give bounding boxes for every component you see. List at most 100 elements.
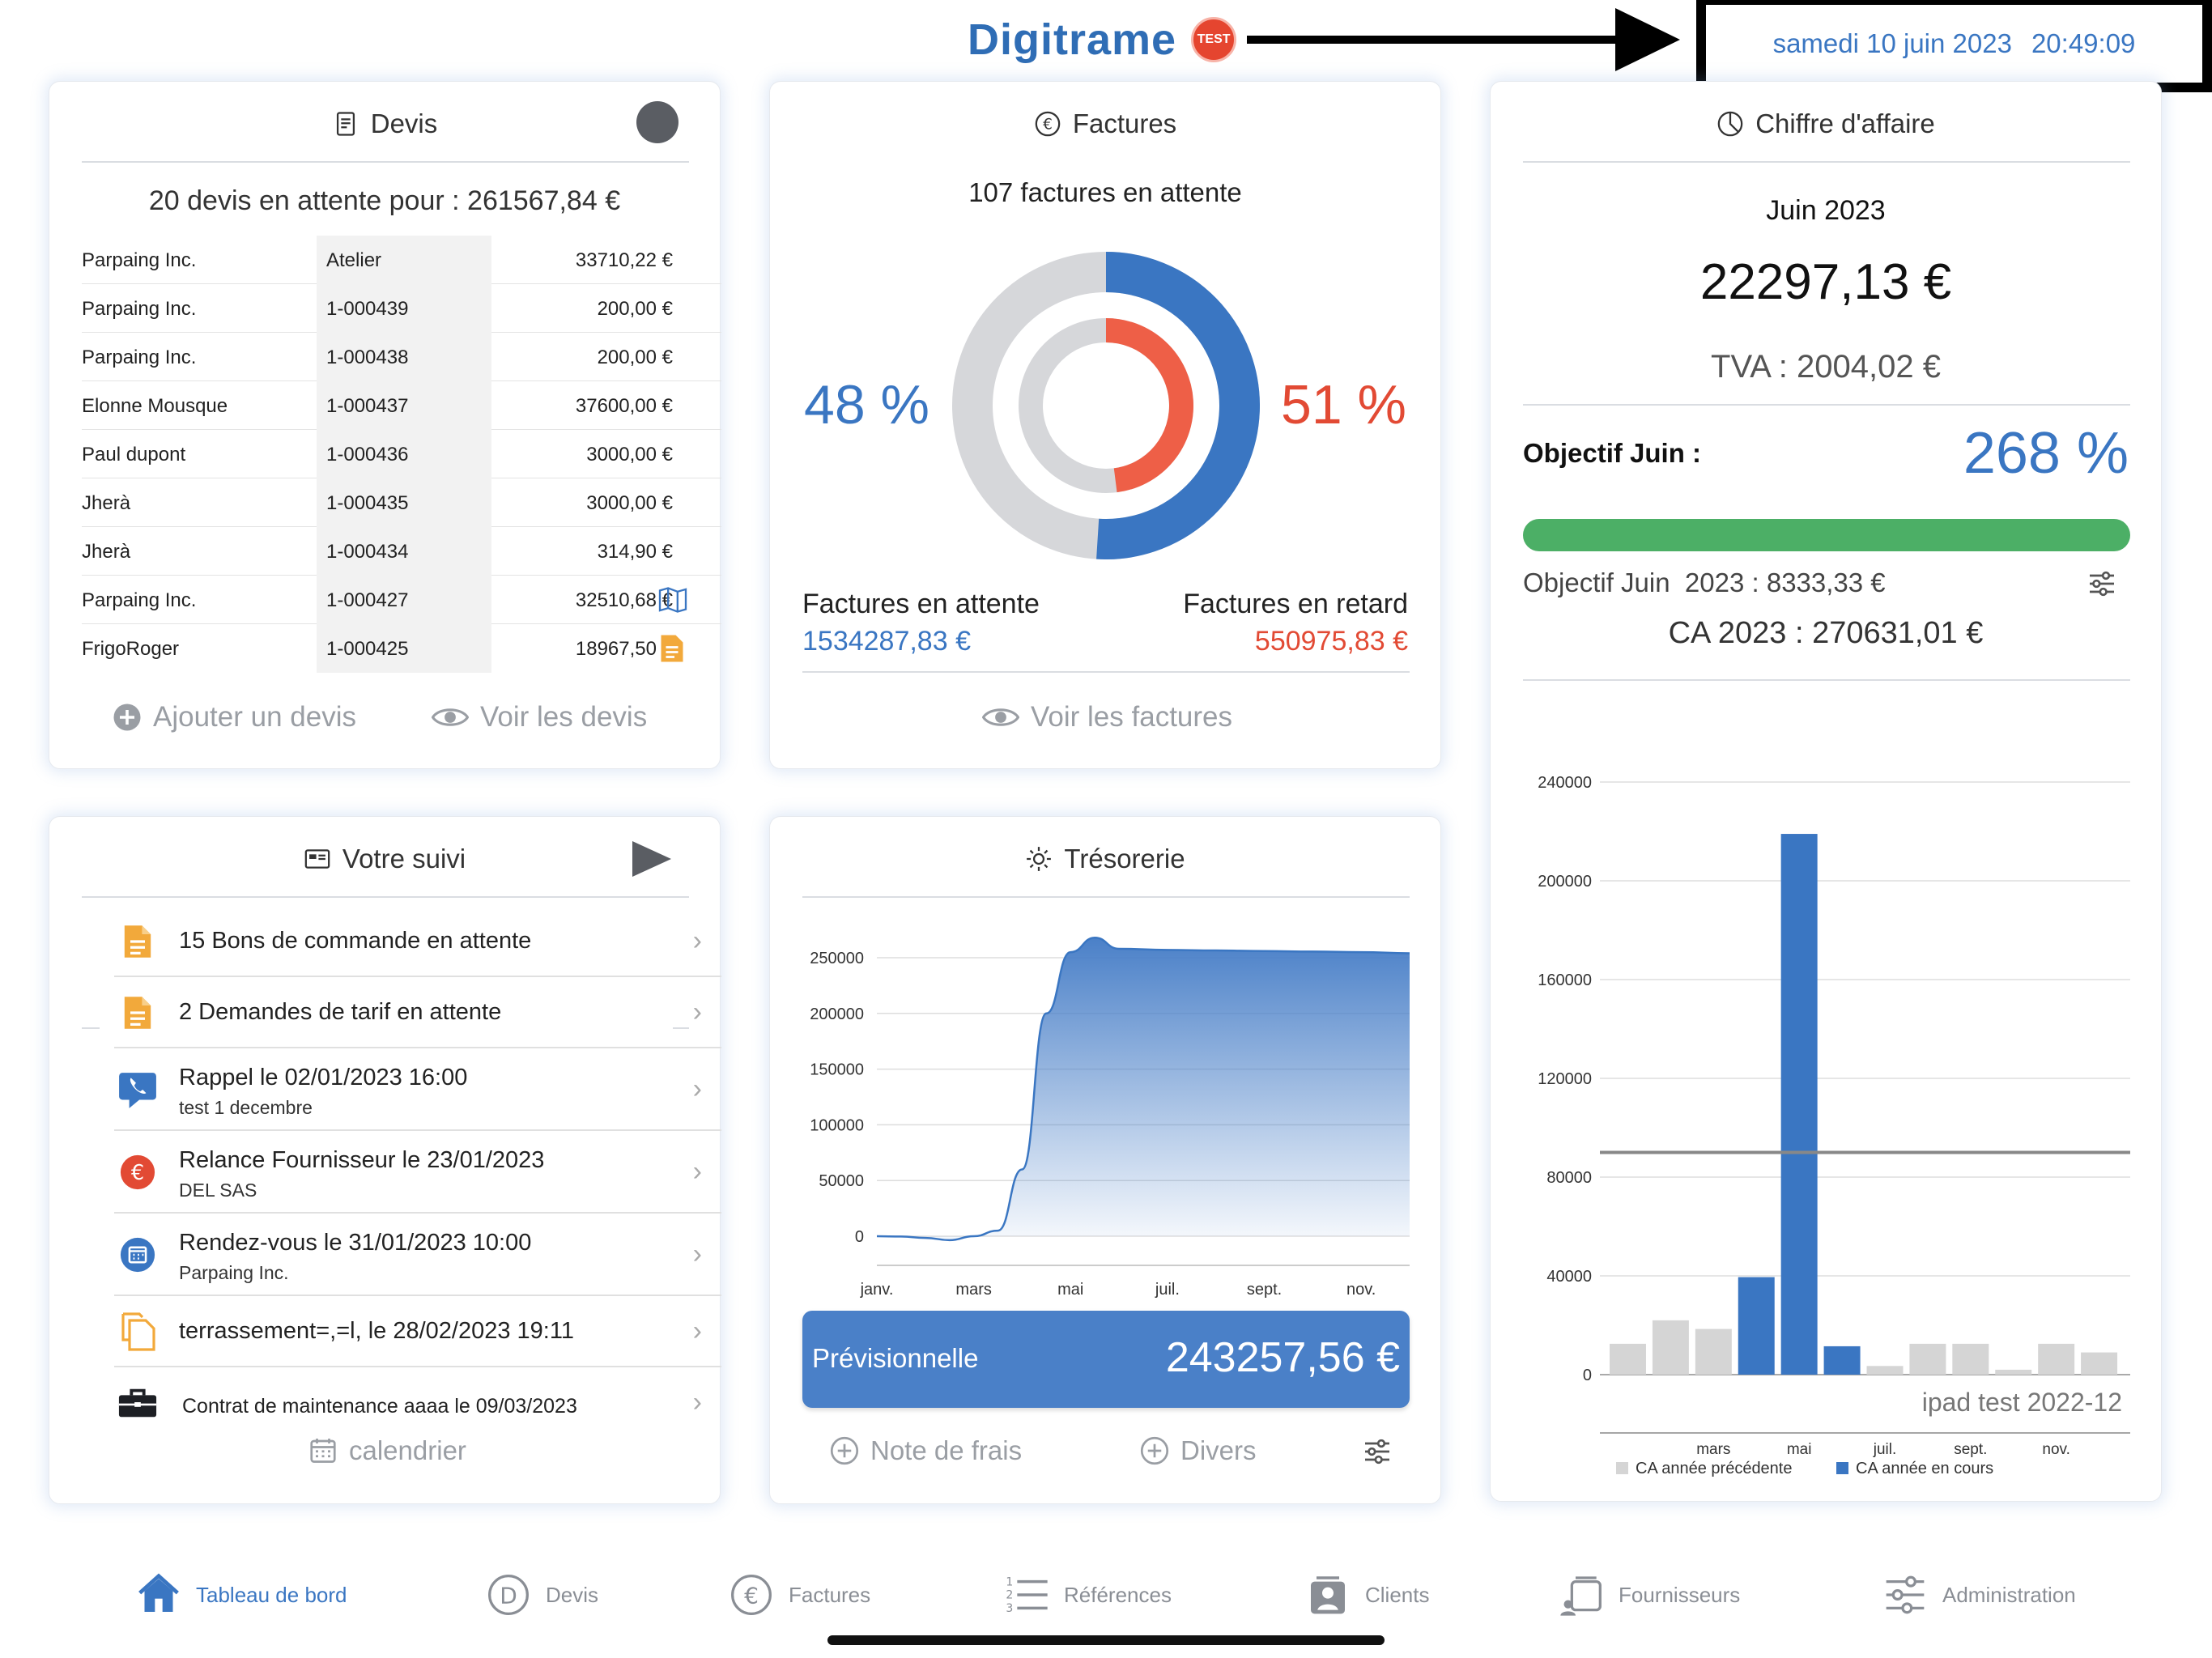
devis-amount: 200,00 €: [597, 346, 673, 368]
plus-circle-icon: [830, 1436, 859, 1465]
inner-ring-value: [1105, 318, 1193, 493]
suivi-item-title: Relance Fournisseur le 23/01/2023: [179, 1147, 545, 1173]
area-line: [876, 936, 1410, 1242]
view-devis-button[interactable]: Voir les devis: [432, 701, 647, 733]
eye-icon: [432, 708, 469, 726]
ref-cell-bg: [317, 333, 491, 381]
suivi-item[interactable]: Rendez-vous le 31/01/2023 10:00 Parpaing…: [114, 1214, 721, 1296]
tresorerie-card: Trésorerie 0 50000 100000 150000 200000 25000…: [769, 816, 1441, 1504]
bar: [1952, 1343, 1989, 1375]
ref-cell-bg: [317, 284, 491, 333]
devis-row[interactable]: Parpaing Inc. 1-000438 200,00 €: [82, 333, 721, 381]
svg-text:€: €: [131, 1161, 144, 1185]
tab-label: Factures: [789, 1582, 871, 1607]
suivi-item[interactable]: 2 Demandes de tarif en attente ›: [114, 977, 721, 1048]
devis-row[interactable]: Parpaing Inc. 1-000439 200,00 €: [82, 284, 721, 333]
id-card-icon: [304, 849, 330, 869]
chevron-right-icon: ›: [692, 1316, 702, 1346]
tresorerie-title: Trésorerie: [770, 836, 1440, 882]
devis-row[interactable]: Jherà 1-000435 3000,00 €: [82, 478, 721, 527]
tab-label: Clients: [1365, 1582, 1430, 1607]
x-tick-label: nov.: [2042, 1441, 2070, 1458]
devis-row[interactable]: Parpaing Inc. Atelier 33710,22 €: [82, 236, 721, 284]
euro-circle-icon: €: [729, 1572, 774, 1618]
suivi-item-title: terrassement=,=l, le 28/02/2023 19:11: [179, 1318, 574, 1344]
ref-cell-bg: [317, 527, 491, 576]
document-icon[interactable]: [660, 634, 684, 663]
home-indicator[interactable]: [827, 1635, 1385, 1645]
devis-row[interactable]: Jherà 1-000434 314,90 €: [82, 527, 721, 576]
objectif-percent: 268 %: [1963, 421, 2129, 486]
devis-client: Elonne Mousque: [82, 395, 228, 417]
tab-label: Références: [1064, 1582, 1172, 1607]
calendar-button[interactable]: calendrier: [308, 1435, 466, 1466]
devis-ref: 1-000439: [326, 298, 409, 320]
devis-title: Devis: [49, 101, 720, 147]
devis-amount: 32510,68 €: [575, 589, 673, 611]
phone-icon: [114, 1066, 161, 1113]
sliders-icon[interactable]: [2086, 568, 2118, 600]
y-tick-label: 150000: [810, 1061, 864, 1079]
area-fill: [877, 937, 1410, 1240]
tab-factures[interactable]: € Factures: [729, 1567, 870, 1623]
play-icon[interactable]: [631, 840, 673, 878]
suivi-item[interactable]: 15 Bons de commande en attente ›: [114, 906, 721, 977]
map-icon[interactable]: [658, 587, 687, 613]
devis-amount: 314,90 €: [597, 541, 673, 563]
suivi-item[interactable]: Contrat de maintenance aaaa le 09/03/202…: [114, 1367, 721, 1439]
suivi-item-title: Rendez-vous le 31/01/2023 10:00: [179, 1230, 532, 1256]
devis-row[interactable]: Elonne Mousque 1-000437 37600,00 €: [82, 381, 721, 430]
divers-button[interactable]: Divers: [1140, 1435, 1257, 1466]
tab-administration[interactable]: Administration: [1882, 1567, 2076, 1623]
devis-ref: Atelier: [326, 249, 382, 271]
bar: [1909, 1343, 1946, 1375]
svg-text:1: 1: [1006, 1575, 1013, 1588]
tab-fournisseurs[interactable]: Fournisseurs: [1559, 1567, 1740, 1623]
y-tick-label: 240000: [1538, 774, 1592, 792]
suivi-item-subtitle: Parpaing Inc.: [179, 1262, 289, 1283]
legend-swatch: [1836, 1462, 1848, 1474]
divider: [82, 896, 689, 898]
suivi-item[interactable]: Rappel le 02/01/2023 16:00 test 1 decemb…: [114, 1048, 721, 1131]
ca-card: Chiffre d'affaire Juin 2023 22297,13 € T…: [1490, 81, 2162, 1502]
svg-text:€: €: [1043, 116, 1053, 133]
bar: [1823, 1346, 1861, 1375]
devis-amount: 3000,00 €: [586, 492, 673, 514]
bar: [1652, 1320, 1689, 1375]
view-factures-button[interactable]: Voir les factures: [982, 701, 1232, 733]
sliders-icon[interactable]: [1361, 1435, 1393, 1468]
sliders-icon: [1882, 1572, 1928, 1618]
suivi-item[interactable]: € Relance Fournisseur le 23/01/2023 DEL …: [114, 1131, 721, 1214]
tab-clients[interactable]: Clients: [1305, 1567, 1429, 1623]
suivi-title: Votre suivi: [49, 836, 720, 882]
outer-ring-value: [1096, 252, 1260, 559]
add-devis-button[interactable]: Ajouter un devis: [113, 701, 356, 733]
tab-devis[interactable]: D Devis: [486, 1567, 598, 1623]
devis-row[interactable]: FrigoRoger 1-000425 18967,50 €: [82, 624, 721, 673]
tab-tableau-de-bord[interactable]: Tableau de bord: [136, 1567, 347, 1623]
devis-ref: 1-000436: [326, 444, 409, 466]
clients-icon: [1305, 1572, 1351, 1618]
document-icon: [336, 112, 355, 136]
objectif-progress-fill: [1523, 519, 2130, 551]
y-tick-label: 120000: [1538, 1070, 1592, 1088]
devis-icon: D: [486, 1572, 531, 1618]
objectif-label: Objectif Juin :: [1523, 438, 1702, 468]
previsionnelle-value: 243257,56 €: [1165, 1334, 1400, 1381]
x-tick-label: mai: [1057, 1281, 1083, 1299]
suivi-card: Votre suivi 15 Bons de commande en atten…: [49, 816, 721, 1504]
devis-row[interactable]: Parpaing Inc. 1-000427 32510,68 €: [82, 576, 721, 624]
y-tick-label: 250000: [810, 950, 864, 967]
suivi-item[interactable]: terrassement=,=l, le 28/02/2023 19:11 ›: [114, 1296, 721, 1367]
divider: [802, 671, 1410, 673]
ca-month: Juin 2023: [1766, 195, 1886, 226]
previsionnelle-banner[interactable]: Prévisionnelle 243257,56 €: [802, 1311, 1410, 1408]
devis-row[interactable]: Paul dupont 1-000436 3000,00 €: [82, 430, 721, 478]
devis-status-dot[interactable]: [636, 101, 678, 143]
x-tick-label: mars: [1696, 1441, 1730, 1458]
note-de-frais-button[interactable]: Note de frais: [830, 1435, 1022, 1466]
legend-label: CA année précédente: [1636, 1460, 1793, 1477]
y-tick-label: 0: [855, 1228, 864, 1246]
svg-text:3: 3: [1006, 1602, 1013, 1615]
